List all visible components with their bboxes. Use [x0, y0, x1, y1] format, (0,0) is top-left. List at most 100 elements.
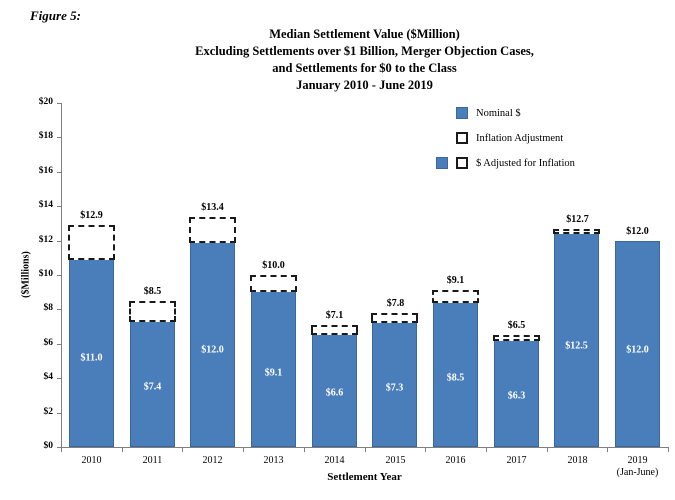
- chart-title-block: Median Settlement Value ($Million) Exclu…: [61, 26, 668, 94]
- x-tick: [425, 448, 426, 452]
- y-tick: [57, 103, 61, 104]
- adjusted-value-label: $7.1: [325, 310, 344, 321]
- bar-2016: [433, 301, 478, 447]
- y-tick: [57, 378, 61, 379]
- y-tick-label: $4: [43, 372, 54, 382]
- y-tick: [57, 241, 61, 242]
- bar-value-label: $12.0: [201, 344, 224, 356]
- chart-title-line-1: Median Settlement Value ($Million): [269, 27, 460, 41]
- bar-2015: [372, 321, 417, 447]
- legend-swatch-solid-icon: [456, 107, 468, 119]
- inflation-adjustment-box: [371, 313, 418, 323]
- bar-value-label: $7.3: [385, 382, 404, 394]
- inflation-adjustment-box: [68, 225, 115, 260]
- adjusted-value-label: $10.0: [262, 260, 285, 271]
- x-tick-label: 2016: [445, 455, 466, 466]
- x-axis: [61, 447, 669, 448]
- x-tick-label: 2015: [385, 455, 406, 466]
- bar-2018: [554, 232, 599, 447]
- y-tick: [57, 413, 61, 414]
- bar-value-label: $9.1: [264, 367, 283, 379]
- x-tick: [365, 448, 366, 452]
- y-tick: [57, 344, 61, 345]
- y-tick: [57, 275, 61, 276]
- chart-title-line-4: January 2010 - June 2019: [296, 78, 433, 92]
- x-tick: [668, 448, 669, 452]
- y-tick: [57, 137, 61, 138]
- adjusted-value-label: $13.4: [201, 202, 224, 213]
- adjusted-value-label: $6.5: [507, 320, 526, 331]
- x-tick-label: 2017: [506, 455, 527, 466]
- bar-2012: [190, 241, 235, 447]
- x-tick: [547, 448, 548, 452]
- inflation-adjustment-box: [129, 301, 176, 322]
- bar-2014: [312, 333, 357, 447]
- y-tick: [57, 172, 61, 173]
- x-tick-label: 2018: [567, 455, 588, 466]
- bar-value-label: $6.6: [325, 387, 344, 399]
- adjusted-value-label: $7.8: [386, 298, 405, 309]
- y-tick-label: $20: [38, 97, 53, 107]
- x-tick-label: 2019 (Jan-June): [607, 455, 668, 479]
- bar-2019: [615, 241, 660, 447]
- adjusted-value-label: $12.7: [566, 214, 589, 225]
- x-tick-sublabel: (Jan-June): [616, 467, 659, 478]
- chart-title-line-3: and Settlements for $0 to the Class: [272, 61, 457, 75]
- x-tick: [122, 448, 123, 452]
- x-tick-label: 2011: [142, 455, 163, 466]
- legend-swatch-solid-icon: [436, 157, 448, 169]
- y-tick-label: $6: [43, 338, 54, 348]
- inflation-adjustment-box: [432, 290, 479, 303]
- y-tick-label: $2: [43, 407, 54, 417]
- adjusted-value-label: $9.1: [446, 275, 465, 286]
- y-tick: [57, 309, 61, 310]
- x-axis-title: Settlement Year: [327, 471, 402, 483]
- x-tick-label: 2014: [324, 455, 345, 466]
- x-tick-label: 2012: [202, 455, 223, 466]
- y-tick-label: $16: [38, 166, 53, 176]
- y-tick-label: $18: [38, 131, 53, 141]
- y-tick-label: $0: [43, 441, 54, 451]
- x-tick: [304, 448, 305, 452]
- inflation-adjustment-box: [553, 229, 600, 234]
- adjusted-value-label: $12.0: [626, 226, 649, 237]
- figure-label: Figure 5:: [30, 8, 81, 23]
- x-tick: [61, 448, 62, 452]
- legend: Nominal $ Inflation Adjustment $ Adjusted …: [436, 105, 636, 175]
- bar-value-label: $12.0: [626, 344, 649, 356]
- bar-value-label: $7.4: [143, 381, 162, 393]
- bar-2013: [251, 290, 296, 447]
- y-tick-label: $10: [38, 269, 53, 279]
- inflation-adjustment-box: [311, 325, 358, 335]
- adjusted-value-label: $8.5: [143, 286, 162, 297]
- x-tick: [486, 448, 487, 452]
- inflation-adjustment-box: [189, 217, 236, 243]
- y-tick-label: $14: [38, 200, 53, 210]
- bar-2017: [494, 339, 539, 447]
- x-tick: [607, 448, 608, 452]
- legend-label: Inflation Adjustment: [476, 133, 564, 144]
- bar-value-label: $6.3: [507, 390, 526, 402]
- y-axis-title: ($Millions): [20, 251, 32, 298]
- bar-2011: [130, 320, 175, 447]
- inflation-adjustment-box: [493, 335, 540, 341]
- y-axis: [61, 103, 62, 448]
- legend-item-3: $ Adjusted for Inflation: [436, 157, 636, 170]
- legend-item-1: Nominal $: [436, 107, 636, 120]
- x-tick-label: 2010: [81, 455, 102, 466]
- bar-value-label: $12.5: [565, 340, 588, 352]
- x-tick: [182, 448, 183, 452]
- legend-swatch-dashed-icon: [456, 157, 468, 169]
- legend-label: Nominal $: [476, 108, 521, 119]
- legend-swatch-dashed-icon: [456, 132, 468, 144]
- bar-value-label: $8.5: [446, 372, 465, 384]
- y-tick-label: $12: [38, 235, 53, 245]
- x-tick: [243, 448, 244, 452]
- y-tick-label: $8: [43, 303, 54, 313]
- y-tick: [57, 447, 61, 448]
- x-tick-label: 2013: [263, 455, 284, 466]
- inflation-adjustment-box: [250, 275, 297, 292]
- bar-value-label: $11.0: [80, 352, 103, 364]
- legend-item-2: Inflation Adjustment: [436, 132, 636, 145]
